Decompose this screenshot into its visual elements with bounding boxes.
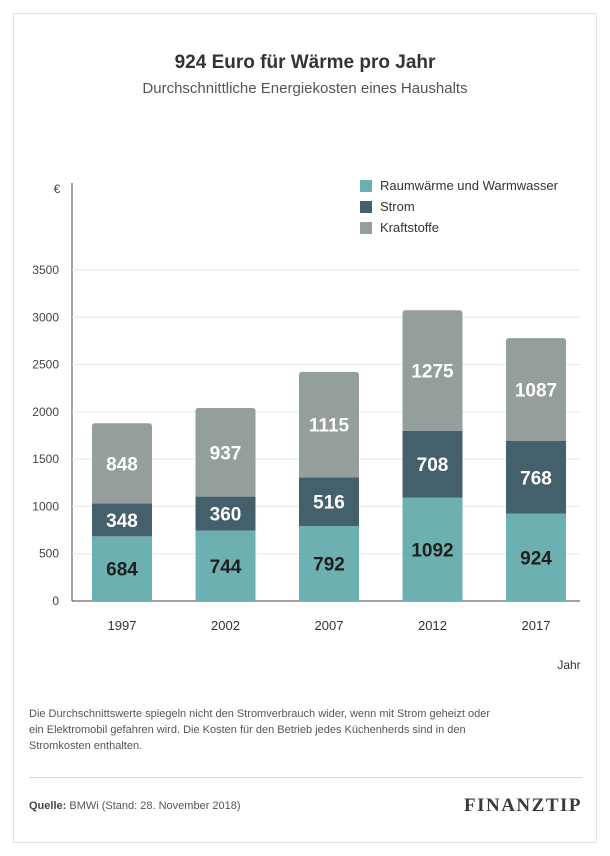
y-tick-label: 3000 [32,310,59,324]
source-line: Quelle: BMWi (Stand: 28. November 2018) [29,800,241,812]
bar-segment [92,536,152,601]
bar-segment [299,477,359,527]
data-label: 1092 [411,540,453,561]
source-label: Quelle: [29,800,67,812]
card-frame [13,13,597,843]
bar-segment [506,440,566,514]
y-tick-label: 1000 [32,499,59,513]
data-label: 848 [106,454,138,475]
legend-label: Raumwärme und Warmwasser [380,178,559,193]
data-label: 924 [520,548,552,569]
legend-swatch [360,201,372,213]
bar-segment [195,530,256,601]
y-axis-label: € [54,182,61,196]
y-tick-label: 1500 [32,452,59,466]
data-label: 348 [106,511,138,532]
bar-segment [402,497,463,601]
x-tick-label: 2007 [315,618,344,633]
y-tick-label: 500 [39,547,59,561]
x-tick-label: 2012 [418,618,447,633]
data-label: 744 [210,557,242,578]
source-text: BMWi (Stand: 28. November 2018) [69,800,241,812]
y-tick-label: 2500 [32,358,59,372]
bar-segment [299,371,359,478]
legend-label: Kraftstoffe [380,220,439,235]
y-tick-label: 3500 [32,263,59,277]
data-label: 768 [520,468,552,489]
bar-segment [402,310,463,431]
y-tick-label: 0 [52,594,59,608]
legend-swatch [360,222,372,234]
data-label: 937 [210,443,242,464]
bar-segment [299,526,359,601]
bar-segment [506,338,566,441]
bar-segment [195,496,256,531]
data-label: 516 [313,493,345,514]
footnote: Die Durchschnittswerte spiegeln nicht de… [29,708,490,752]
bar-segment [506,513,566,601]
bar-segment [92,423,152,504]
finanztip-logo: FINANZTIP [463,795,582,816]
x-axis-label: Jahr [557,658,580,672]
x-tick-label: 2017 [522,618,551,633]
legend-swatch [360,180,372,192]
data-label: 360 [210,505,242,526]
y-tick-label: 2000 [32,405,59,419]
data-label: 792 [313,555,345,576]
chart-title: 924 Euro für Wärme pro Jahr [174,52,436,73]
data-label: 1087 [515,381,557,402]
chart-subtitle: Durchschnittliche Energiekosten eines Ha… [142,80,468,97]
legend-label: Strom [380,199,415,214]
x-tick-label: 1997 [108,618,137,633]
stacked-bar-chart: €0 500 1000 1500 2000 2500 3000 3500 684 348 848 19… [32,178,580,672]
data-label: 708 [417,455,449,476]
data-label: 1115 [309,416,350,437]
bar-segment [195,407,256,497]
divider [29,777,582,778]
bar-segment [402,430,463,498]
x-tick-label: 2002 [211,618,240,633]
data-label: 684 [106,560,138,581]
data-label: 1275 [411,361,454,382]
bar-segment [92,503,152,537]
